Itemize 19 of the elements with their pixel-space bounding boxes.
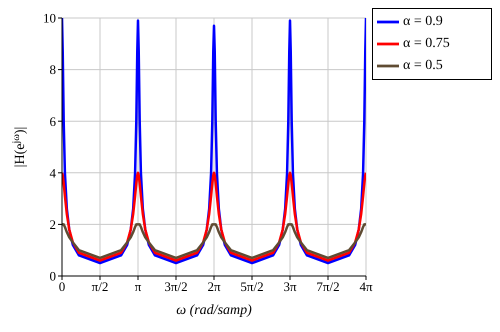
y-tick-label: 4: [50, 165, 56, 180]
x-tick-label: 4π: [359, 279, 373, 294]
line-series: [62, 223, 366, 260]
legend-label: α = 0.9: [403, 14, 443, 30]
y-tick-label: 0: [50, 268, 56, 284]
x-tick-label: 3π: [283, 279, 297, 294]
x-tick-label: 7π/2: [316, 279, 340, 294]
y-tick-label: 6: [50, 114, 56, 129]
legend-label: α = 0.5: [403, 58, 443, 74]
y-tick-label: 8: [50, 62, 56, 78]
y-tick-label: 10: [43, 10, 56, 26]
x-tick-label: 5π/2: [240, 279, 264, 294]
x-tick-label: π/2: [92, 279, 108, 294]
x-tick-label: 3π/2: [164, 279, 188, 294]
x-tick-label: π: [134, 279, 142, 294]
x-tick-label: 2π: [207, 279, 221, 294]
x-axis-title: ω (rad/samp): [176, 303, 252, 318]
y-tick-label: 2: [50, 217, 56, 232]
legend-label: α = 0.75: [403, 36, 450, 52]
